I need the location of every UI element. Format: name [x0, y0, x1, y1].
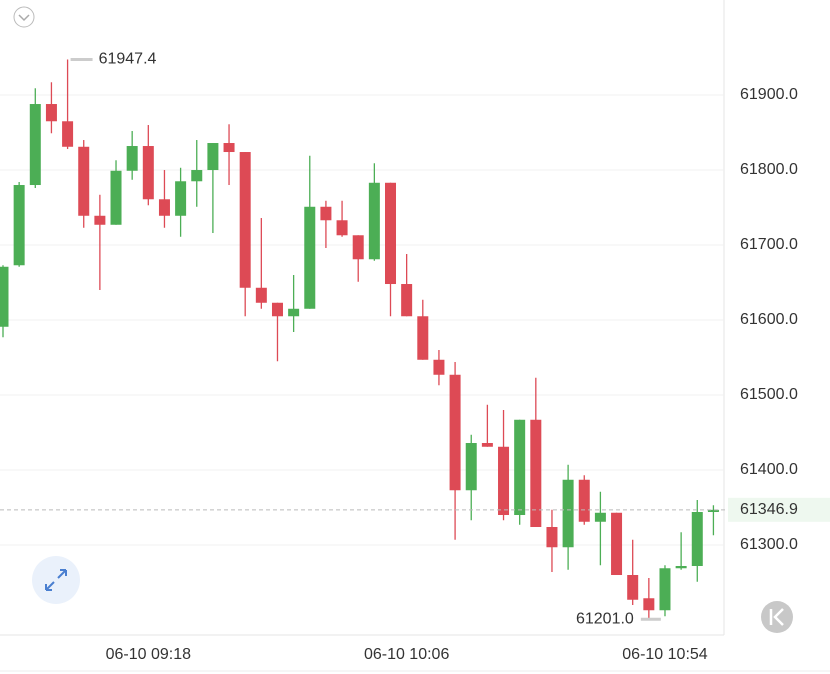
low-label: 61201.0	[576, 610, 634, 627]
candle-body	[29, 104, 41, 186]
candle-body	[433, 359, 445, 375]
candle-body	[530, 419, 542, 528]
x-tick-label: 06-10 09:18	[106, 646, 192, 663]
y-tick-label: 61900.0	[740, 86, 798, 103]
candle-body	[659, 568, 671, 611]
candle-body	[0, 266, 9, 327]
candle-body	[611, 512, 623, 576]
candle-body	[271, 302, 283, 317]
candle-body	[239, 152, 251, 288]
y-tick-label: 61600.0	[740, 311, 798, 328]
y-tick-label: 61700.0	[740, 236, 798, 253]
scroll-latest-button[interactable]	[761, 601, 793, 633]
candle-body	[417, 316, 429, 360]
y-tick-label: 61400.0	[740, 461, 798, 478]
candle-body	[223, 143, 235, 153]
candle-body	[481, 443, 493, 447]
candle-body	[578, 479, 590, 522]
candle-body	[594, 512, 606, 522]
candle-body	[110, 170, 122, 225]
candle-body	[45, 104, 57, 122]
expand-button[interactable]	[32, 556, 80, 604]
candle-body	[352, 235, 364, 260]
last-price-tag	[728, 497, 830, 522]
candle-body	[691, 512, 703, 567]
candle-body	[465, 443, 477, 491]
candle-body	[13, 185, 25, 266]
candle-body	[94, 215, 106, 225]
candle-body	[707, 509, 719, 513]
candle-body	[562, 479, 574, 548]
candle-body	[675, 566, 687, 569]
candle-body	[207, 143, 219, 171]
candle-body	[546, 527, 558, 548]
candle-body	[255, 287, 267, 303]
candle-body	[78, 146, 90, 216]
last-price-label: 61346.9	[740, 501, 798, 518]
high-label: 61947.4	[99, 51, 157, 68]
y-tick-label: 61300.0	[740, 536, 798, 553]
y-tick-label: 61500.0	[740, 386, 798, 403]
candle-body	[514, 419, 526, 516]
y-tick-label: 61800.0	[740, 161, 798, 178]
candle-body	[498, 446, 510, 516]
x-tick-label: 06-10 10:06	[364, 646, 450, 663]
candle-body	[320, 206, 332, 221]
candle-body	[142, 146, 154, 200]
candle-body	[288, 308, 300, 317]
collapse-button[interactable]	[13, 6, 35, 28]
candle-body	[368, 182, 380, 260]
candle-body	[175, 181, 187, 216]
candle-body	[62, 121, 74, 147]
candle-body	[643, 598, 655, 611]
candle-body	[126, 146, 138, 171]
candle-body	[385, 182, 397, 285]
candle-body	[627, 575, 639, 600]
candle-body	[304, 206, 316, 309]
candle-body	[401, 284, 413, 317]
candle-body	[336, 220, 348, 236]
candle-body	[191, 170, 203, 182]
x-tick-label: 06-10 10:54	[622, 646, 708, 663]
candle-body	[449, 374, 461, 491]
candle-body	[158, 199, 170, 216]
